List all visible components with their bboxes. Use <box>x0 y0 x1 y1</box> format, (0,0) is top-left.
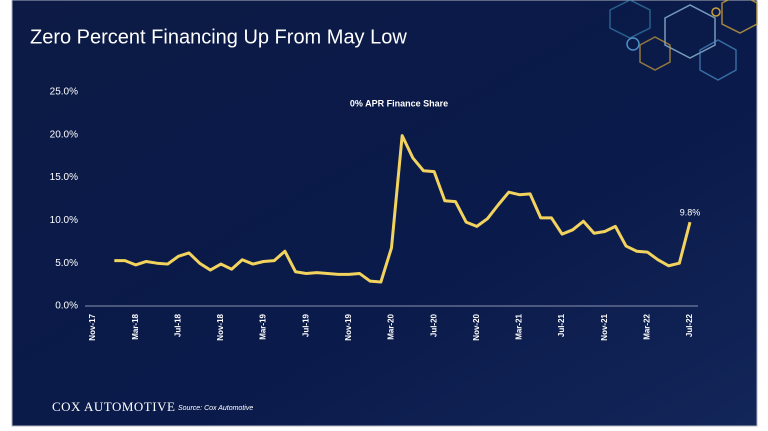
x-tick-label: Mar-20 <box>387 313 396 339</box>
y-tick-label: 10.0% <box>50 215 78 226</box>
logo: COX AUTOMOTIVE <box>52 399 175 414</box>
x-tick-label: Nov-20 <box>472 313 481 340</box>
background <box>11 0 758 427</box>
source-note: Source: Cox Automotive <box>178 405 253 412</box>
x-tick-label: Nov-17 <box>88 313 97 340</box>
y-tick-label: 20.0% <box>50 129 78 140</box>
x-tick-label: Jul-21 <box>557 313 566 337</box>
x-tick-label: Jul-22 <box>685 313 694 337</box>
y-tick-label: 25.0% <box>50 87 78 98</box>
x-tick-label: Jul-19 <box>301 313 310 337</box>
y-tick-label: 0.0% <box>55 301 78 312</box>
data-label: 9.8% <box>680 207 701 217</box>
hexagon-decor <box>609 0 758 81</box>
y-tick-label: 15.0% <box>50 172 78 183</box>
x-tick-label: Nov-19 <box>344 313 353 340</box>
x-tick-label: Mar-19 <box>259 313 268 339</box>
x-tick-label: Mar-22 <box>642 313 651 339</box>
chart-title: Zero Percent Financing Up From May Low <box>30 26 407 48</box>
y-tick-label: 5.0% <box>55 258 78 269</box>
chart-subtitle: 0% APR Finance Share <box>350 98 448 108</box>
x-tick-label: Jul-20 <box>429 313 438 337</box>
x-tick-label: Nov-18 <box>216 313 225 340</box>
x-tick-label: Jul-18 <box>173 313 182 337</box>
x-tick-label: Mar-21 <box>515 313 524 339</box>
data-line <box>114 134 692 284</box>
x-tick-label: Nov-21 <box>600 313 609 340</box>
x-tick-label: Mar-18 <box>131 313 140 339</box>
